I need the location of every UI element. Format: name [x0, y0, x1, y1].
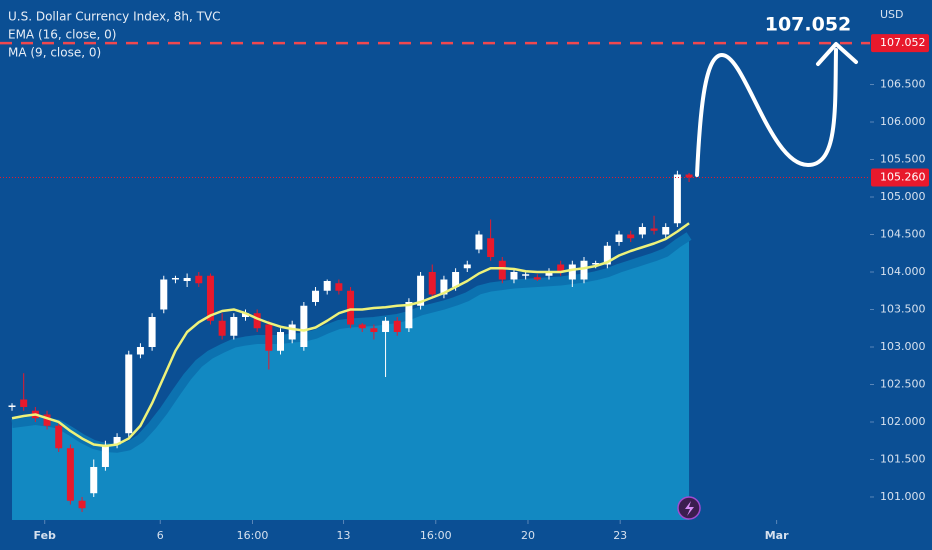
candle-body: [405, 301, 413, 329]
y-tick-label: 102.500: [880, 377, 926, 390]
candle-body: [8, 405, 16, 407]
candle-body: [475, 234, 483, 250]
plot-area: [8, 170, 693, 520]
candle-body: [510, 271, 518, 280]
candle-body: [20, 399, 28, 407]
x-tick-label: 16:00: [237, 529, 269, 542]
ema-area: [12, 236, 690, 520]
y-tick-label: 102.000: [880, 415, 926, 428]
candle-body: [288, 324, 296, 340]
candle-body: [206, 275, 214, 321]
candle-body: [580, 260, 588, 280]
chart-title: U.S. Dollar Currency Index, 8h, TVC: [8, 10, 221, 24]
candle-body: [136, 346, 144, 355]
candle-body: [195, 275, 203, 284]
candle-body: [101, 444, 109, 467]
candle-body: [125, 354, 133, 434]
candle-body: [347, 290, 355, 325]
candle-body: [160, 279, 168, 310]
y-tick-label: 103.000: [880, 340, 926, 353]
y-tick-label: 104.000: [880, 265, 926, 278]
currency-label: USD: [880, 8, 904, 21]
candle-body: [685, 174, 693, 178]
y-tick-label: 101.500: [880, 452, 926, 465]
candle-body: [487, 238, 495, 258]
candle-body: [218, 320, 226, 336]
candle-body: [277, 331, 285, 351]
candle-body: [358, 324, 366, 329]
x-tick-label: 20: [521, 529, 535, 542]
candle-body: [545, 271, 553, 276]
y-tick-label: 105.500: [880, 153, 926, 166]
y-tick-label: 105.000: [880, 190, 926, 203]
candle-body: [183, 277, 191, 281]
candle-body: [650, 228, 658, 231]
x-tick-label: 6: [157, 529, 164, 542]
candle-body: [382, 320, 390, 332]
target-annotation: 107.052: [765, 14, 852, 36]
candle-body: [638, 227, 646, 235]
candle-body: [265, 324, 273, 351]
candle-body: [113, 436, 121, 445]
target-tag-label: 107.052: [880, 36, 926, 49]
y-tick-label: 104.500: [880, 228, 926, 241]
x-tick-label: Mar: [765, 529, 789, 542]
candle-body: [417, 275, 425, 306]
indicator-label: EMA (16, close, 0): [8, 28, 116, 42]
candle-body: [370, 328, 378, 332]
y-tick-label: 106.000: [880, 115, 926, 128]
candle-body: [603, 245, 611, 265]
candle-body: [557, 264, 565, 272]
alert-bolt: [685, 501, 694, 516]
candle-body: [312, 290, 320, 302]
candle-body: [498, 260, 506, 280]
candle-body: [335, 283, 343, 291]
candle-body: [78, 500, 86, 509]
candle-body: [627, 234, 635, 239]
candle-body: [66, 448, 74, 501]
last-price-label: 105.260: [880, 171, 926, 184]
candle-body: [241, 313, 249, 317]
ma-line: [11, 222, 690, 448]
candle-body: [55, 425, 63, 449]
x-tick-label: Feb: [34, 529, 57, 542]
candle-body: [253, 313, 261, 329]
indicator-label: MA (9, close, 0): [8, 46, 101, 60]
candle-body: [673, 174, 681, 224]
candle-body: [90, 466, 98, 494]
x-tick-label: 23: [613, 529, 627, 542]
candle-body: [440, 279, 448, 295]
candle-body: [452, 271, 460, 287]
forecast-arrow: [695, 48, 838, 177]
y-tick-label: 106.500: [880, 78, 926, 91]
x-tick-label: 16:00: [420, 529, 452, 542]
candle-body: [43, 414, 51, 426]
last-price-tag: [871, 168, 929, 187]
candle-body: [230, 316, 238, 336]
candle-body: [428, 271, 436, 295]
candle-body: [568, 264, 576, 280]
candle-body: [300, 305, 308, 347]
candle-body: [148, 316, 156, 347]
candle-body: [171, 277, 179, 280]
candle-body: [662, 227, 670, 235]
candle-body: [463, 264, 471, 269]
candle-body: [592, 262, 600, 265]
target-tag: [871, 34, 929, 53]
arrow-head: [816, 42, 858, 66]
candle-body: [522, 274, 530, 276]
candle-body: [323, 280, 331, 291]
candle-body: [533, 277, 541, 280]
y-tick-label: 101.000: [880, 490, 926, 503]
x-tick-label: 13: [337, 529, 351, 542]
y-tick-label: 103.500: [880, 302, 926, 315]
candle-body: [615, 234, 623, 243]
candle-body: [393, 320, 401, 332]
